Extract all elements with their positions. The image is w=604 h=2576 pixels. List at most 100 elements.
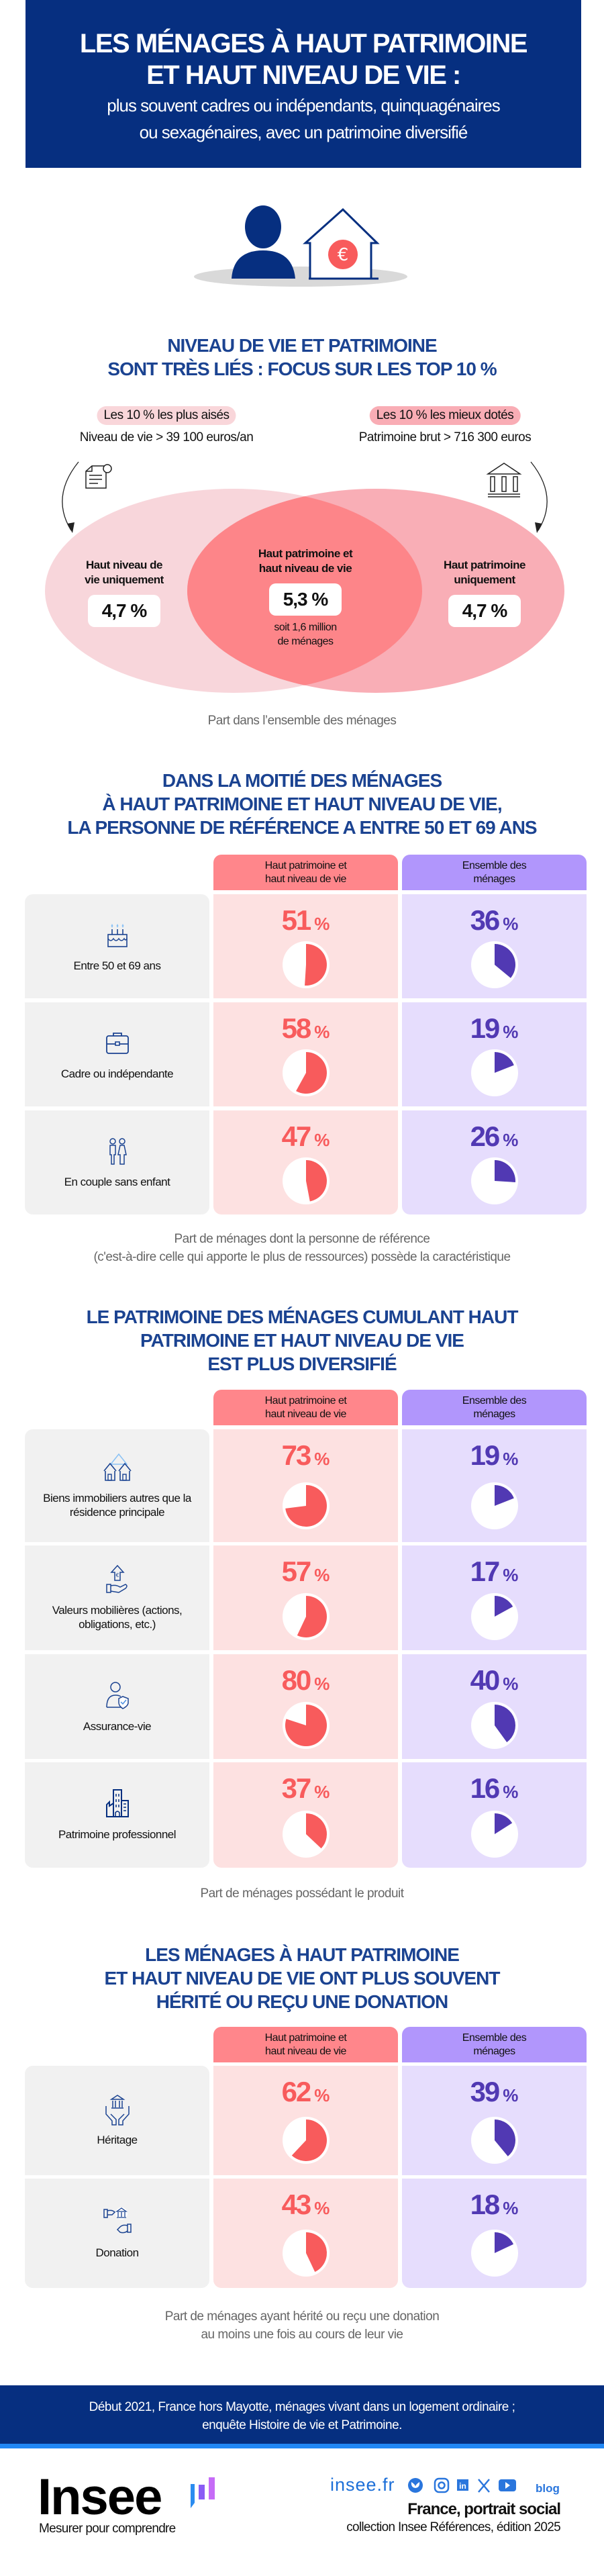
venn-center-label: Haut patrimoine et haut niveau de vie (238, 546, 372, 576)
income-threshold: Niveau de vie > 39 100 euros/an (79, 430, 254, 444)
section-title-line: ET HAUT NIVEAU DE VIE ONT PLUS SOUVENT (104, 1968, 501, 1989)
percentage-number: 80 (281, 1664, 312, 1696)
source-banner: Début 2021, France hors Mayotte, ménages… (0, 2385, 604, 2444)
section-caption: (c'est-à-dire celle qui apporte le plus … (93, 1250, 511, 1264)
giving-hands-icon (103, 2207, 132, 2234)
pie-chart (471, 1157, 518, 1204)
pie-chart (471, 1049, 518, 1096)
percentage-value: 51% (213, 904, 398, 941)
publication-title: France, portrait social (407, 2500, 561, 2518)
youtube-icon[interactable] (499, 2479, 516, 2491)
row-label: Patrimoine professionnel (58, 1828, 177, 1841)
table-row: € Valeurs mobilières (actions, obligation… (0, 1545, 604, 1650)
header-line: Ensemble des (462, 1394, 527, 1406)
pie-slice (306, 1160, 327, 1202)
percent-unit: % (314, 1022, 330, 1042)
pie-chart (471, 2117, 518, 2164)
source-line: Début 2021, France hors Mayotte, ménages… (89, 2400, 515, 2414)
column-header-text: Ensemble des ménages (462, 859, 527, 886)
insee-logo: Insee (38, 2469, 162, 2526)
blog-icon[interactable]: blog (536, 2482, 560, 2495)
row-label: Biens immobiliers autres que la résidenc… (43, 1492, 191, 1519)
label-line: Haut niveau de (86, 559, 162, 571)
percent-unit: % (314, 1130, 330, 1150)
insee-tagline: Mesurer pour comprendre (39, 2522, 176, 2536)
header-line: haut niveau de vie (265, 873, 346, 885)
row-label-cell: En couple sans enfant (25, 1110, 209, 1214)
all-households-value-cell: 26% (402, 1110, 587, 1214)
main-title-line: LES MÉNAGES À HAUT PATRIMOINE (79, 29, 528, 58)
houses-icon (103, 1453, 132, 1481)
subtitle-line: plus souvent cadres ou indépendants, qui… (107, 95, 500, 115)
pie-slice (297, 1596, 327, 1637)
curved-arrow-right-icon (530, 461, 548, 533)
percentage-value: 19% (402, 1012, 587, 1049)
source-line: enquête Histoire de vie et Patrimoine. (202, 2418, 402, 2432)
linkedin-icon[interactable]: in (457, 2479, 468, 2491)
percentage-value: 47% (213, 1120, 398, 1157)
percent-unit: % (314, 2198, 330, 2218)
percentage-value: 73% (213, 1439, 398, 1476)
header-line: Haut patrimoine et (264, 859, 347, 871)
header-line: ménages (473, 2045, 515, 2057)
wealth-threshold: Patrimoine brut > 716 300 euros (358, 430, 532, 444)
column-header-text: Haut patrimoine et haut niveau de vie (265, 859, 347, 886)
pie-slice (306, 2232, 328, 2273)
column-header-high-wealth: Haut patrimoine et haut niveau de vie (213, 855, 398, 890)
high-wealth-value-cell: 51% (213, 894, 398, 998)
percentage-value: 37% (213, 1772, 398, 1809)
percentage-number: 40 (470, 1664, 501, 1696)
column-header-high-wealth: Haut patrimoine et haut niveau de vie (213, 1390, 398, 1425)
label-line: uniquement (454, 573, 515, 586)
pie-chart (471, 1702, 518, 1749)
venn-left-value: 4,7 % (88, 595, 160, 627)
percentage-value: 17% (402, 1555, 587, 1592)
svg-text:€: € (338, 245, 349, 265)
pie-slice (285, 1705, 328, 1746)
percent-unit: % (314, 1782, 330, 1802)
section-title-line: PATRIMOINE ET HAUT NIVEAU DE VIE (140, 1330, 464, 1351)
header-line: Ensemble des (462, 2032, 527, 2044)
percent-unit: % (314, 1449, 330, 1469)
bank-icon (486, 463, 522, 497)
x-icon[interactable] (478, 2479, 490, 2493)
pie-slice (495, 1485, 514, 1506)
pie-slice (495, 1813, 513, 1834)
couple-icon (109, 1138, 127, 1165)
row-label-cell: € Valeurs mobilières (actions, obligation… (25, 1545, 209, 1650)
publication-collection: collection Insee Références, édition 202… (346, 2520, 561, 2534)
tax-document-icon (85, 464, 112, 489)
column-header-high-wealth: Haut patrimoine et haut niveau de vie (213, 2027, 398, 2062)
table-row: Biens immobiliers autres que la résidenc… (0, 1429, 604, 1542)
percentage-number: 51 (281, 904, 312, 936)
header-line: ménages (473, 1408, 515, 1420)
percentage-value: 58% (213, 1012, 398, 1049)
percentage-value: 19% (402, 1439, 587, 1476)
pie-slice (495, 2119, 516, 2156)
insee-site-link[interactable]: insee.fr (330, 2475, 395, 2495)
table-header: Haut patrimoine et haut niveau de vie Ense… (0, 855, 604, 890)
percentage-number: 57 (281, 1556, 312, 1587)
instagram-icon[interactable] (434, 2477, 450, 2493)
table-header: Haut patrimoine et haut niveau de vie Ense… (0, 1390, 604, 1425)
pie-chart (471, 1811, 518, 1858)
buildings-icon (105, 1789, 129, 1817)
header-line: ménages (473, 873, 515, 885)
table-header: Haut patrimoine et haut niveau de vie Ense… (0, 2027, 604, 2062)
all-households-value-cell: 18% (402, 2179, 587, 2288)
venn-right-label: Haut patrimoine uniquement (417, 558, 552, 587)
header-banner: LES MÉNAGES À HAUT PATRIMOINE ET HAUT NI… (26, 0, 581, 168)
social-icons: in blog (408, 2477, 560, 2495)
bluesky-icon[interactable] (408, 2478, 423, 2493)
row-label-cell: Biens immobiliers autres que la résidenc… (25, 1429, 209, 1542)
hand-euro-icon: € (105, 1564, 128, 1593)
percentage-number: 19 (470, 1439, 501, 1471)
high-wealth-value-cell: 73% (213, 1429, 398, 1542)
pie-chart (283, 2117, 330, 2164)
percent-unit: % (503, 1022, 519, 1042)
section-caption: Part de ménages ayant hérité ou reçu une… (164, 2309, 440, 2324)
pie-chart (283, 2230, 330, 2277)
pie-slice (291, 2119, 327, 2161)
percentage-value: 57% (213, 1555, 398, 1592)
venn-title-line: SONT TRÈS LIÉS : FOCUS SUR LES TOP 10 % (107, 359, 497, 379)
